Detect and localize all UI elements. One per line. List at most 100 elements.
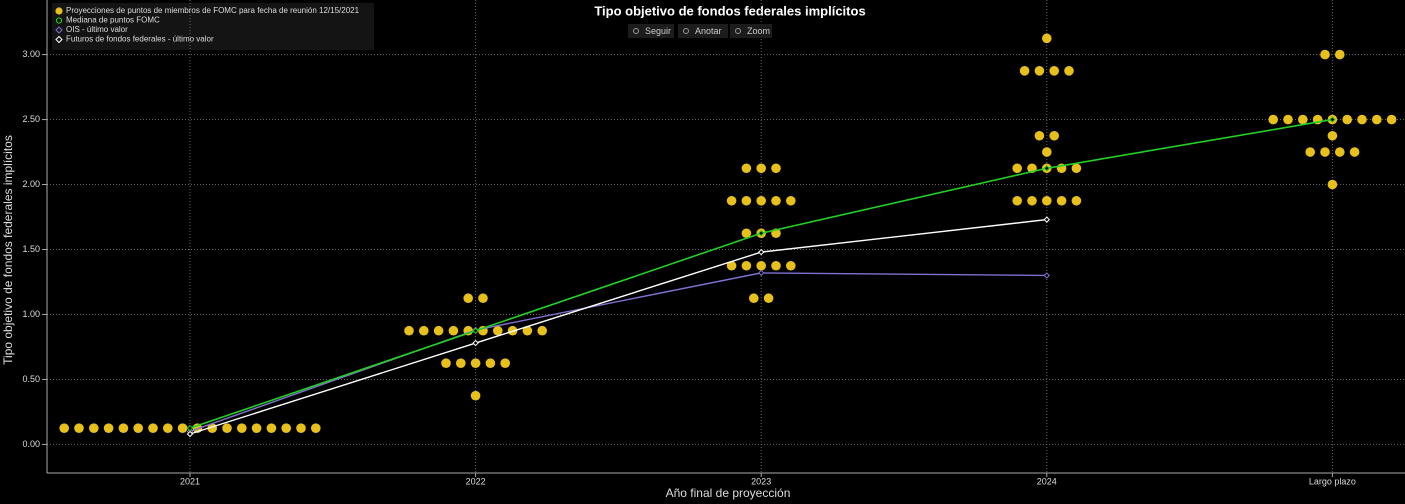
dot (1342, 114, 1352, 125)
toolbar-button[interactable] (678, 24, 728, 38)
dot (441, 358, 451, 368)
dot (404, 325, 414, 336)
dot (1042, 33, 1052, 44)
line-marker (1043, 216, 1051, 223)
dot (1349, 147, 1360, 157)
dot (741, 195, 752, 206)
dot (281, 423, 292, 433)
dot (470, 358, 481, 368)
dot (1268, 114, 1278, 125)
toolbar-label[interactable]: Anotar (695, 26, 722, 36)
dot (1012, 195, 1022, 206)
line-marker (757, 230, 765, 237)
y-tick-label: 0.00 (22, 439, 40, 449)
legend-marker (55, 7, 63, 15)
legend-box (52, 3, 374, 50)
dot (749, 293, 759, 304)
dot (222, 423, 232, 433)
line-marker (186, 424, 194, 432)
dot (763, 293, 774, 304)
dot (1049, 66, 1059, 76)
dot (148, 423, 158, 433)
line-marker (186, 430, 194, 438)
dot (1357, 114, 1367, 125)
toolbar-button[interactable] (628, 24, 674, 38)
dot (1064, 66, 1074, 76)
dot (163, 423, 173, 433)
dot (1386, 114, 1397, 125)
dot (756, 163, 766, 174)
x-tick-label: 2023 (751, 476, 771, 486)
line-marker (1043, 272, 1051, 279)
x-axis-label: Año final de proyección (666, 486, 791, 500)
dot (448, 325, 459, 336)
toolbar-label[interactable]: Zoom (747, 26, 770, 36)
dot (1372, 114, 1382, 125)
dot (1056, 195, 1067, 206)
legend-marker (55, 17, 63, 24)
dot (103, 423, 114, 433)
dot (1012, 163, 1022, 174)
dot (786, 260, 796, 271)
dot (756, 260, 766, 271)
dot (771, 195, 781, 206)
dot (59, 423, 69, 433)
toolbar-button[interactable] (730, 24, 772, 38)
x-tick-label: 2022 (466, 476, 486, 486)
dot (485, 358, 496, 368)
y-tick-label: 2.50 (22, 114, 40, 124)
dot (296, 423, 306, 433)
dot (177, 423, 188, 433)
dot (786, 195, 796, 206)
line (189, 218, 1047, 435)
dot (1034, 130, 1045, 141)
dot (74, 423, 84, 433)
dot (1283, 114, 1293, 125)
dot (771, 163, 781, 174)
dot (470, 390, 481, 401)
dot (1320, 147, 1330, 157)
dot (726, 195, 737, 206)
dot (266, 423, 277, 433)
dot (89, 423, 99, 433)
dot (1042, 195, 1052, 206)
toolbar-icon[interactable] (683, 28, 689, 34)
toolbar-icon[interactable] (633, 28, 639, 34)
dot (756, 195, 766, 206)
line-marker (1329, 116, 1336, 123)
dot (1034, 66, 1045, 76)
dot (522, 325, 533, 336)
legend-marker (55, 26, 63, 34)
dot (1335, 49, 1345, 60)
dot (741, 260, 752, 271)
dot (500, 358, 511, 368)
dot (433, 325, 444, 336)
legend-label: Futuros de fondos federales - último val… (66, 35, 214, 44)
dot (726, 260, 737, 271)
toolbar-icon[interactable] (735, 28, 741, 34)
dot (1049, 130, 1059, 141)
line-marker (472, 327, 479, 334)
dot (1335, 147, 1345, 157)
dot (771, 260, 781, 271)
dot (1071, 195, 1082, 206)
dot (741, 163, 752, 174)
chart-title: Tipo objetivo de fondos federales implíc… (594, 3, 865, 18)
line-marker (472, 339, 479, 347)
y-tick-label: 0.50 (22, 374, 40, 384)
dot (1027, 195, 1037, 206)
y-tick-label: 3.00 (22, 49, 40, 59)
toolbar-label[interactable]: Seguir (645, 26, 671, 36)
dot (1071, 163, 1082, 174)
x-tick-label: Largo plazo (1309, 476, 1356, 486)
dot (1320, 49, 1330, 60)
dot (478, 293, 488, 304)
line-marker (757, 248, 765, 256)
dot (1305, 147, 1315, 157)
legend-label: OIS - último valor (66, 25, 128, 34)
dot (537, 325, 547, 336)
dot (741, 228, 752, 239)
dot (1327, 130, 1338, 141)
dot (1019, 66, 1030, 76)
